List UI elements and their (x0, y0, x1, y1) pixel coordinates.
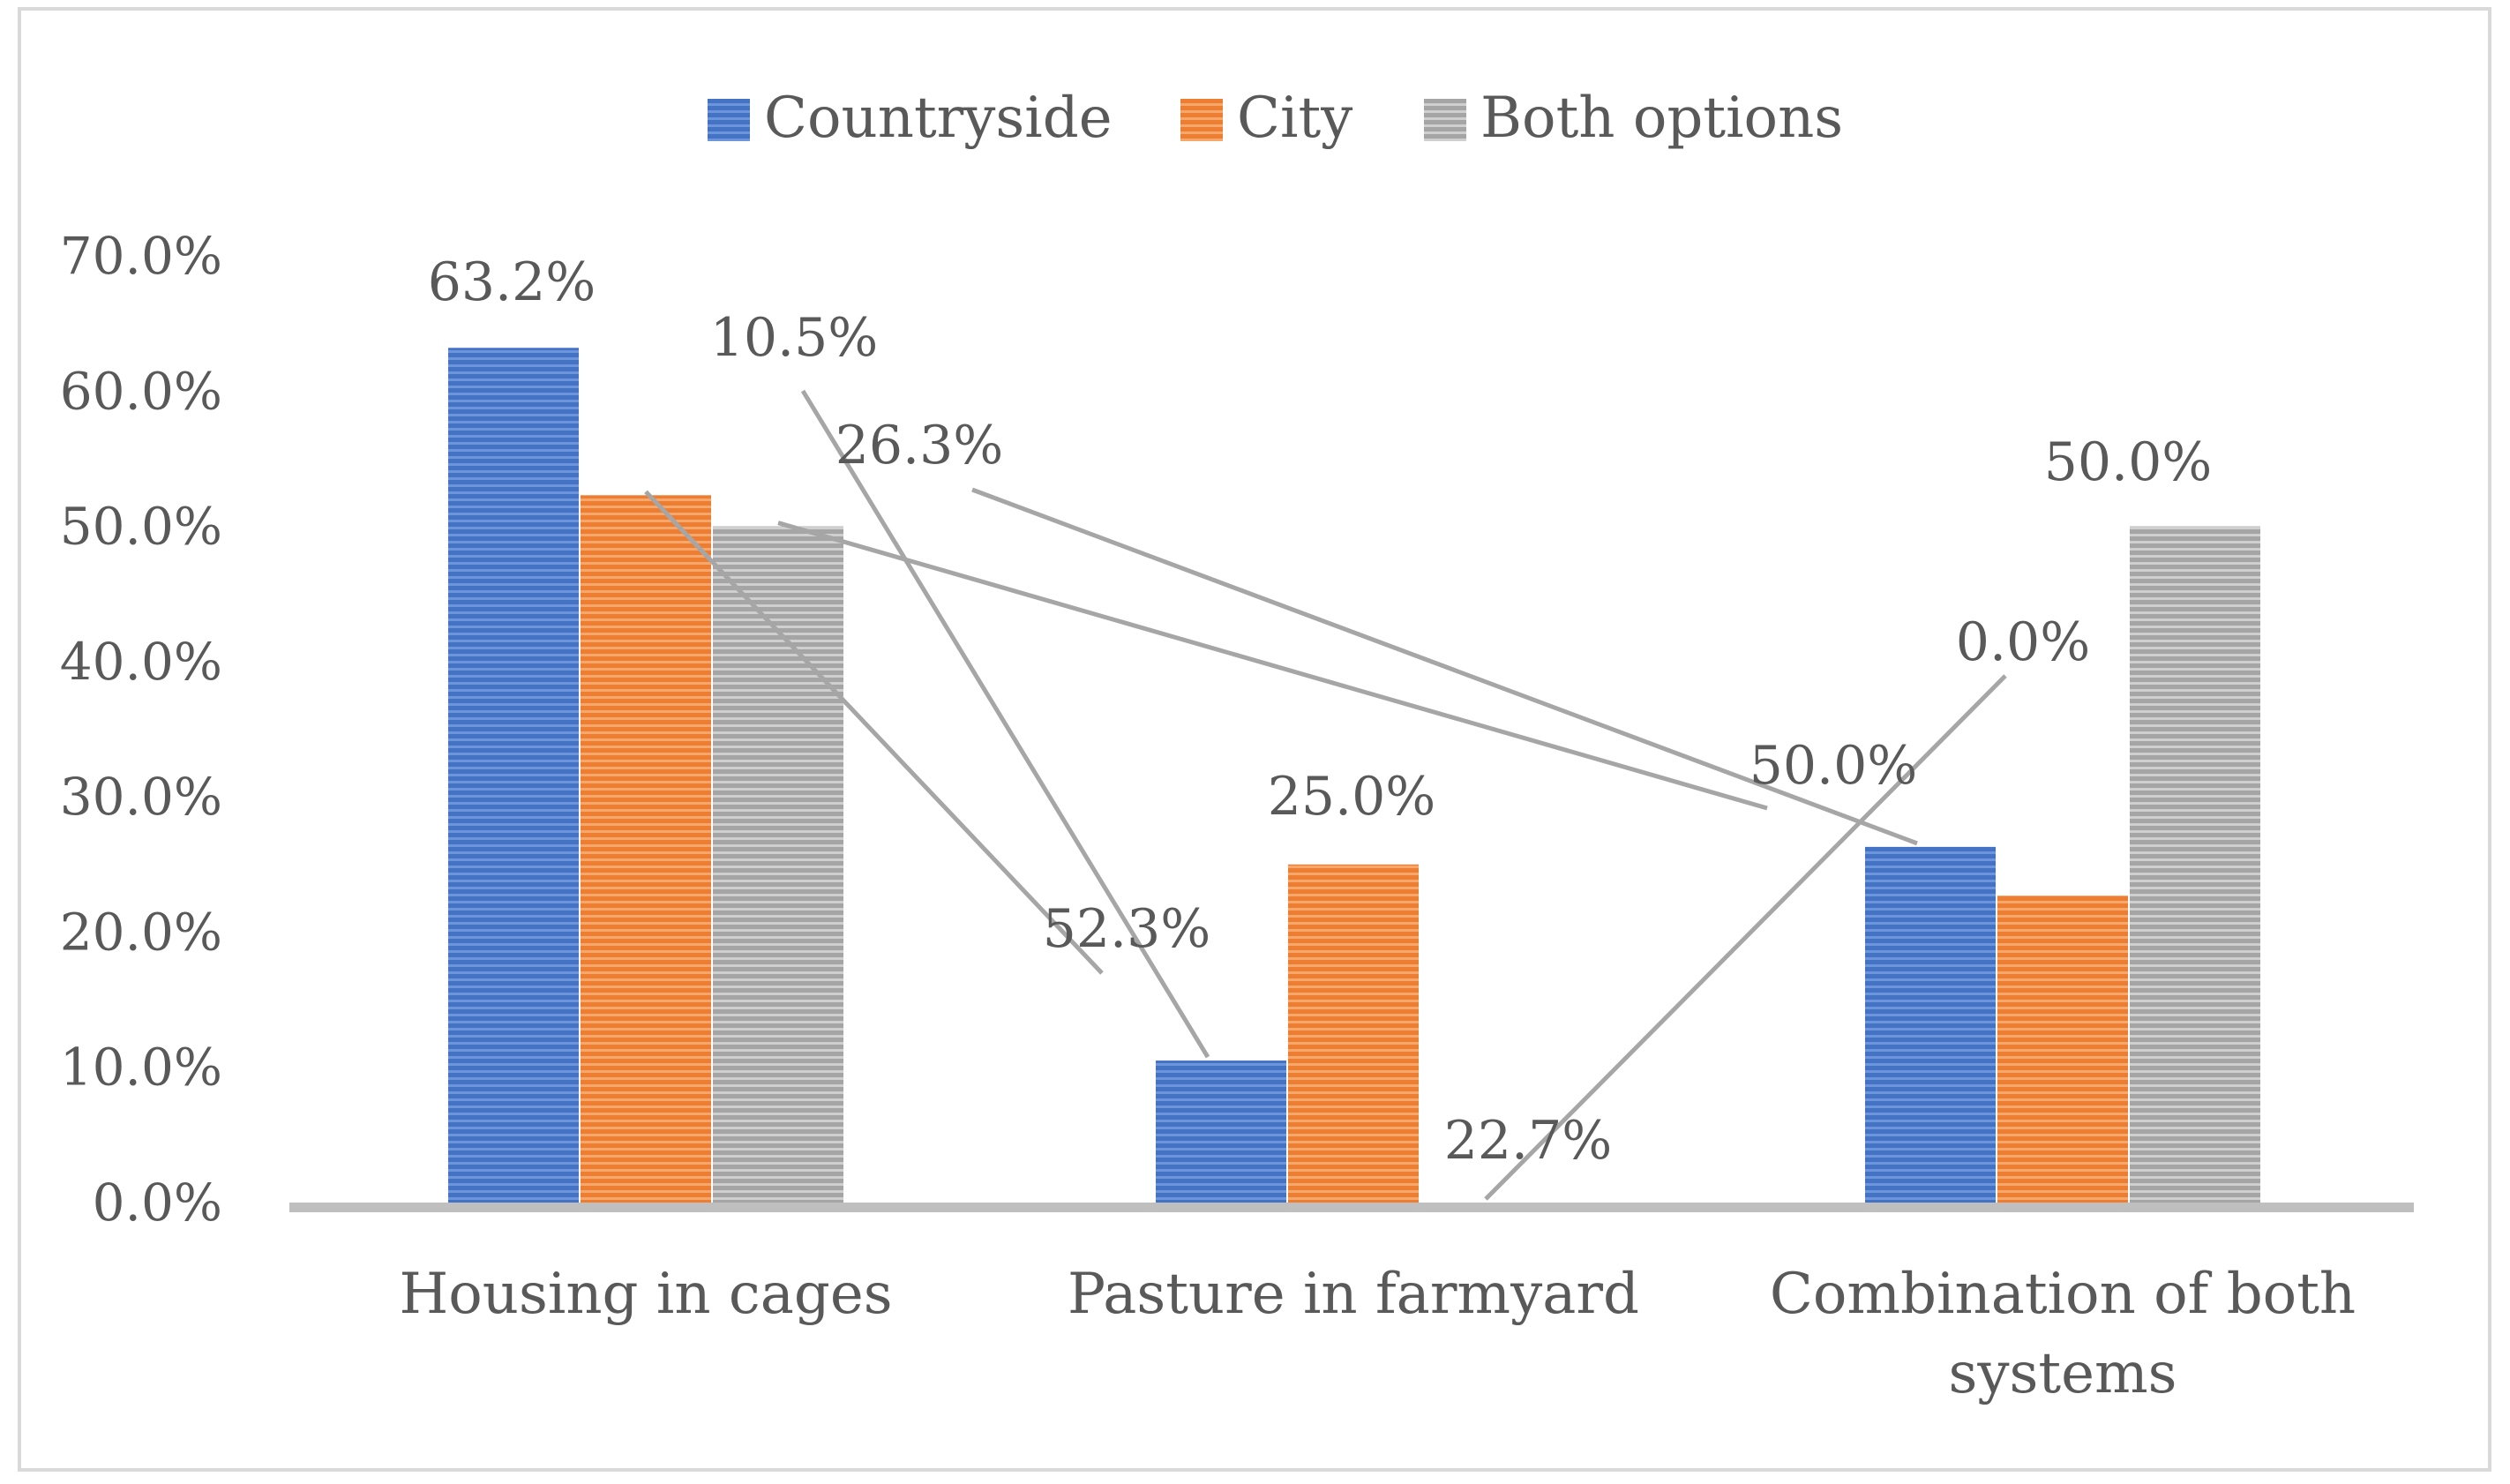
chart-border (18, 7, 2491, 1472)
bar-city-3 (1997, 896, 2128, 1203)
data-label-city-2: 25.0% (1268, 766, 1436, 828)
bar-city-1 (581, 495, 711, 1203)
legend-swatch (708, 99, 750, 141)
legend-item-countryside: Countryside (708, 86, 1113, 151)
data-label-city-3: 22.7% (1444, 1110, 1613, 1172)
legend: Countryside City Both options (708, 86, 1843, 151)
bar-countryside-3 (1865, 846, 1996, 1203)
y-tick-label: 50.0% (60, 497, 222, 557)
data-label-both-options-3: 50.0% (2044, 431, 2213, 493)
legend-swatch (1424, 99, 1466, 141)
bar-both-options-3 (2130, 526, 2260, 1203)
data-label-countryside-3: 26.3% (835, 415, 1004, 476)
data-label-countryside-2: 10.5% (710, 307, 879, 369)
y-tick-label: 30.0% (60, 767, 222, 827)
data-label-city-1: 52.3% (1043, 898, 1211, 960)
data-label-countryside-1: 63.2% (428, 251, 596, 313)
data-label-both-options-1: 50.0% (1750, 735, 1918, 797)
y-tick-label: 40.0% (60, 632, 222, 692)
x-category-label: Pasture in farmyard (1068, 1262, 1639, 1327)
legend-item-city: City (1180, 86, 1352, 151)
bars (448, 348, 2260, 1203)
y-tick-label: 20.0% (60, 902, 222, 962)
legend-swatch (1180, 99, 1223, 141)
bar-countryside-2 (1156, 1061, 1286, 1203)
bar-city-2 (1288, 864, 1419, 1203)
y-axis: 0.0% 10.0% 20.0% 30.0% 40.0% 50.0% 60.0% 70.0% (60, 226, 222, 1233)
x-axis-line (289, 1203, 2414, 1212)
x-category-label: Combination of both systems (1770, 1262, 2356, 1406)
leader-line (800, 389, 1210, 1059)
y-tick-label: 60.0% (60, 361, 222, 421)
leader-line (777, 521, 1768, 811)
y-tick-label: 70.0% (60, 226, 222, 286)
data-label-callouts (644, 389, 2007, 1201)
bar-countryside-1 (448, 348, 579, 1203)
legend-label: Both options (1480, 86, 1843, 151)
legend-label: City (1237, 86, 1352, 151)
legend-item-both-options: Both options (1424, 86, 1843, 151)
x-axis: Housing in cages Pasture in farmyard Combi… (399, 1262, 2356, 1406)
legend-label: Countryside (764, 86, 1113, 151)
bar-both-options-1 (713, 526, 843, 1203)
y-tick-label: 10.0% (60, 1038, 222, 1098)
leader-line (644, 490, 1104, 975)
data-labels: 63.2% 10.5% 26.3% 52.3% 25.0% 22.7% 50.0% 0.0% 5… (428, 251, 2213, 1172)
y-tick-label: 0.0% (93, 1173, 222, 1233)
data-label-both-options-2: 0.0% (1956, 611, 2090, 673)
leader-line (1484, 674, 2007, 1201)
x-category-label: Housing in cages (399, 1262, 892, 1327)
leader-line (971, 487, 1918, 846)
